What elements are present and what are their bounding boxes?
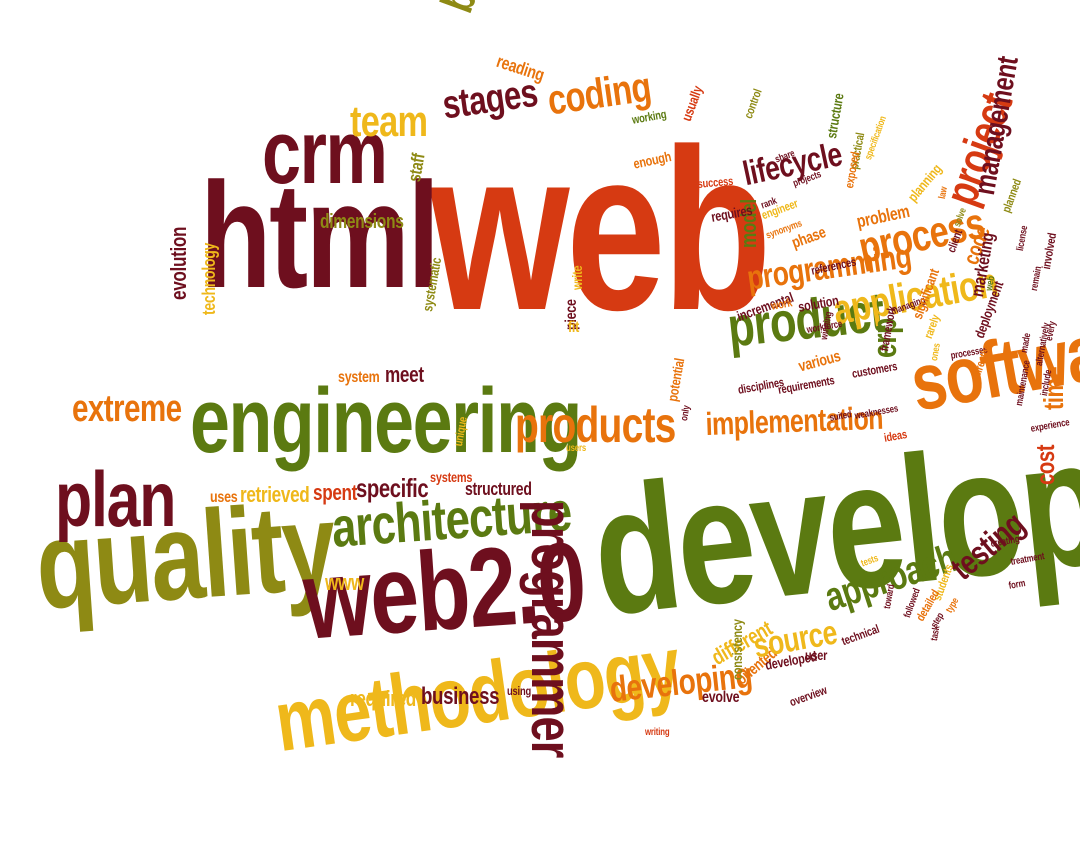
word-programmer: programmer [519, 500, 584, 758]
word-involved: involved [1039, 231, 1060, 271]
word-ideas: ideas [882, 427, 908, 445]
word-meet: meet [385, 362, 424, 387]
word-best: best [430, 0, 503, 19]
word-success: success [696, 173, 734, 191]
word-law: law [937, 185, 950, 200]
word-staff: staff [404, 152, 429, 184]
word-writing: writing [645, 727, 670, 738]
word-team: team [350, 97, 428, 146]
word-evolve: evolve [702, 689, 740, 706]
word-planned: planned [999, 177, 1025, 215]
word-work: work [769, 295, 794, 313]
word-potential: potential [664, 356, 688, 403]
word-task: task [929, 625, 943, 642]
word-customers: customers [850, 359, 899, 381]
word-remain: remain [1029, 265, 1045, 292]
word-specification: specification [863, 114, 890, 162]
word-retrieved: retrieved [240, 482, 310, 507]
word-using: using [507, 684, 532, 698]
word-exposed: exposed [842, 150, 863, 190]
word-required: required [350, 686, 416, 711]
word-only: only [679, 404, 693, 422]
word-plan: plan [55, 455, 176, 543]
word-various: various [796, 347, 843, 376]
word-spent: spent [313, 480, 358, 505]
word-structure: structure [823, 92, 847, 140]
word-user: user [805, 647, 828, 663]
word-fit: fit [568, 319, 580, 336]
word-requirements: requirements [776, 373, 836, 397]
word-evolution: evolution [166, 226, 191, 300]
word-uses: uses [210, 489, 238, 506]
word-extreme: extreme [72, 388, 182, 430]
word-overview: overview [787, 682, 829, 710]
word-engineering: engineering [190, 370, 582, 472]
word-specific: specific [356, 473, 429, 503]
word-products: products [515, 397, 676, 453]
word-business: business [421, 683, 500, 710]
word-dimensions: dimensions [320, 211, 404, 233]
word-disciplines: disciplines [736, 374, 785, 397]
word-technology: technology [199, 242, 219, 315]
word-write: write [569, 265, 585, 290]
word-www: www [325, 570, 365, 595]
word-crm: crm [262, 103, 388, 203]
word-html: html [200, 151, 440, 319]
word-systems: systems [430, 469, 473, 485]
word-consistency: consistency [729, 619, 745, 680]
word-structured: structured [465, 479, 532, 499]
word-users: users [566, 443, 587, 454]
word-web: web [430, 101, 772, 358]
word-system: system [338, 369, 380, 386]
word-license: license [1015, 224, 1031, 252]
word-cost: cost [1030, 444, 1060, 485]
